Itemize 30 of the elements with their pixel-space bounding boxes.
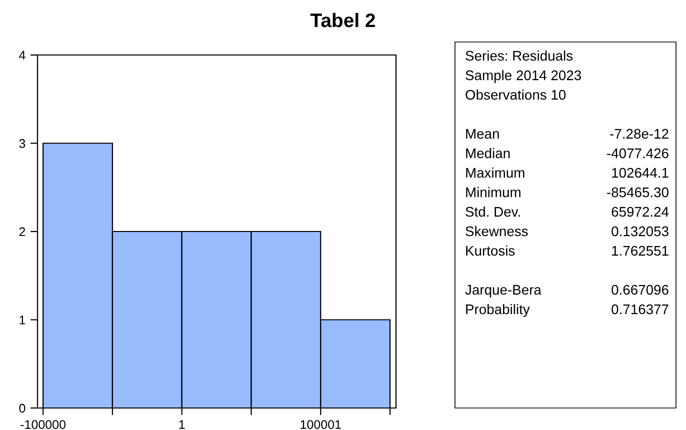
chart-title: Tabel 2 [310, 12, 376, 28]
text: Median [466, 148, 510, 158]
text: Std. Dev. [466, 206, 520, 217]
text: 0.132053 [612, 226, 668, 236]
text: -4077.426 [607, 148, 668, 158]
x-tick-label: -100000 [20, 420, 66, 429]
text: Maximum [466, 168, 524, 178]
text: 102644.1 [612, 168, 668, 178]
y-tick-label: 4 [19, 50, 26, 60]
text: Jarque-Bera [465, 285, 542, 298]
text: 0.716377 [612, 304, 668, 314]
y-tick-label: 3 [19, 139, 26, 148]
text: Minimum [466, 187, 520, 198]
y-tick-label: 2 [19, 227, 26, 236]
text: Observations 10 [466, 90, 566, 100]
text: Sample 2014 2023 [466, 70, 581, 83]
text: Skewness [466, 226, 528, 236]
text: -85465.30 [607, 187, 668, 198]
y-tick-label: 1 [20, 316, 26, 324]
x-tick-label: 100001 [300, 420, 341, 429]
text: 0.667096 [612, 284, 668, 295]
y-tick-label: 0 [19, 404, 26, 413]
text: Probability [466, 304, 530, 317]
x-tick-label: 1 [179, 420, 185, 429]
text: Mean [466, 129, 499, 139]
text: Series: Residuals [466, 50, 573, 61]
text: Kurtosis [466, 246, 515, 256]
text: -7.28e-12 [610, 128, 668, 139]
text: 1.762551 [612, 246, 668, 256]
text: 65972.24 [612, 206, 669, 217]
